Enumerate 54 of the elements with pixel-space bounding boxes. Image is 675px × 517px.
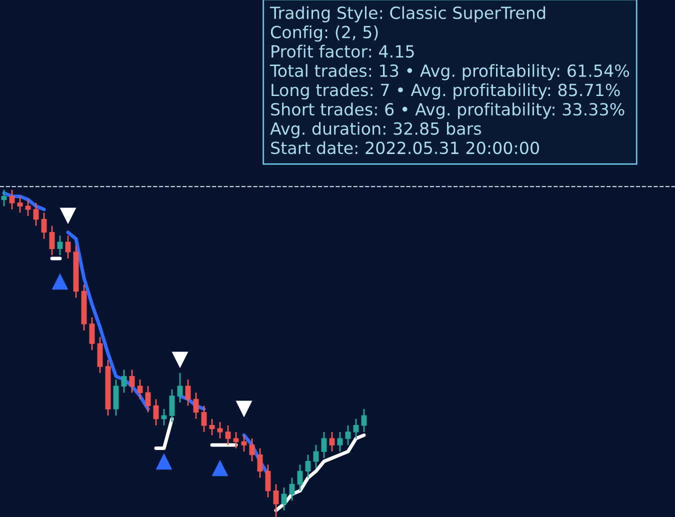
candlestick (185, 378, 191, 406)
candlestick (169, 388, 175, 423)
candlestick (345, 424, 351, 446)
text: Short trades: 6 • Avg. profitability: 33.33% (271, 102, 624, 119)
candlestick (25, 198, 31, 217)
candlestick (129, 369, 135, 394)
text: Avg. duration: 32.85 bars (270, 122, 482, 138)
candlestick (273, 484, 279, 517)
candlestick (153, 398, 159, 426)
candlestick (177, 372, 183, 404)
candlestick (41, 212, 47, 240)
candlestick (33, 202, 39, 226)
candlestick (353, 418, 359, 440)
candlestick (249, 438, 255, 462)
candlestick (289, 477, 295, 502)
point (172, 352, 188, 368)
candlestick (329, 431, 335, 452)
candlestick (89, 316, 95, 351)
candlestick (145, 385, 151, 413)
text: Trading Style: Classic SuperTrend (270, 6, 546, 22)
point (156, 453, 172, 470)
candlestick (265, 464, 271, 498)
candlestick (97, 336, 103, 374)
text: Config: (2, 5) (270, 26, 378, 42)
candlestick (65, 234, 71, 260)
candlestick (161, 408, 167, 426)
point (212, 460, 228, 476)
candlestick (321, 431, 327, 459)
text: Long trades: 7 • Avg. profitability: 85.71% (272, 83, 620, 100)
candlestick (121, 369, 127, 394)
text: Start date: 2022.05.31 20:00:00 (271, 141, 539, 154)
candlestick (305, 454, 311, 478)
text: Profit factor: 4.15 (272, 44, 414, 58)
candlestick (49, 225, 55, 256)
candlestick (241, 434, 247, 452)
candlestick (225, 424, 231, 446)
candlestick (361, 408, 367, 433)
candlestick (257, 448, 263, 478)
candlestick (233, 431, 239, 449)
candlestick (217, 421, 223, 440)
candlestick (113, 378, 119, 416)
candlestick (17, 196, 23, 214)
candlestick (281, 486, 287, 512)
candlestick (209, 418, 215, 436)
candlestick (1, 189, 7, 207)
text: Total trades: 13 • Avg. profitability: 61.54% (270, 64, 630, 80)
candlestick (201, 405, 207, 433)
candlestick (337, 431, 343, 452)
point (52, 273, 68, 290)
candlestick (297, 464, 303, 492)
candlestick (193, 392, 199, 420)
point (60, 208, 76, 224)
point (236, 400, 252, 418)
candlestick (313, 444, 319, 469)
